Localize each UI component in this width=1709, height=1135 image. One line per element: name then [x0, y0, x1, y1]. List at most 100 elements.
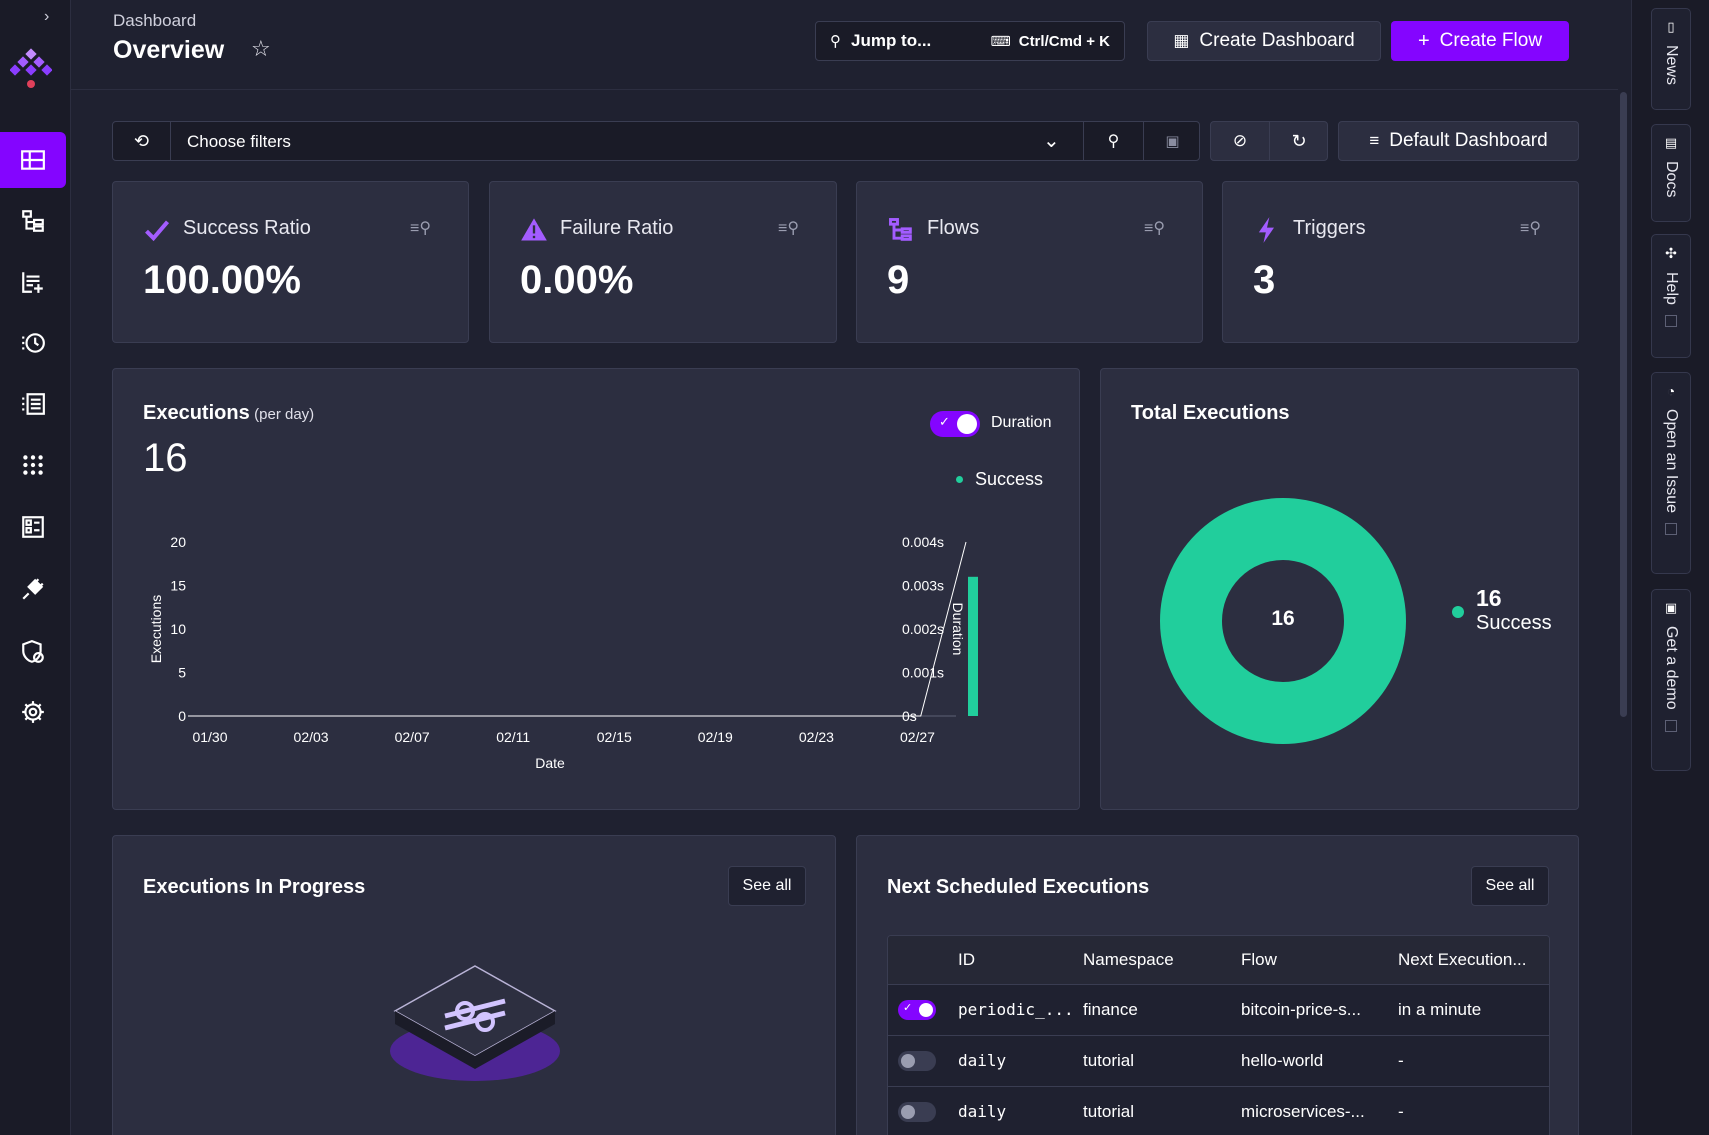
sidebar-item-dashboard[interactable]: [0, 132, 66, 188]
dashboard-add-icon: ▦: [1173, 31, 1190, 50]
auto-refresh-off-icon[interactable]: ⊘: [1211, 122, 1270, 160]
flows-icon: [889, 218, 912, 241]
chart-title: Executions: [143, 402, 250, 424]
create-dashboard-label: Create Dashboard: [1199, 30, 1355, 51]
default-dashboard-button[interactable]: ≡ Default Dashboard: [1338, 121, 1579, 161]
legend-dot: [956, 476, 963, 483]
list-add-icon: [22, 272, 43, 293]
external-link-icon: [1665, 523, 1677, 536]
scrollbar[interactable]: [1620, 92, 1627, 717]
bar-success: [968, 576, 978, 716]
y2-axis-title: Duration: [950, 603, 966, 656]
table-row[interactable]: daily tutorial microservices-... -: [888, 1086, 1549, 1135]
create-flow-button[interactable]: + Create Flow: [1391, 21, 1569, 61]
kpi-label: Success Ratio: [183, 217, 311, 239]
row-namespace[interactable]: tutorial: [1083, 1101, 1135, 1121]
toggle-knob: [901, 1053, 915, 1068]
x-tick-label: 02/03: [294, 729, 329, 745]
total-executions-card: Total Executions 16 16 Success: [1100, 368, 1579, 810]
x-tick-label: 02/15: [597, 729, 632, 745]
kpi-card-triggers: Triggers 3 ≡⚲: [1222, 181, 1579, 343]
rail-item-help[interactable]: ✣ Help: [1651, 234, 1691, 358]
rail-item-get-demo[interactable]: ▣ Get a demo: [1651, 589, 1691, 771]
filter-list-icon[interactable]: ≡⚲: [410, 220, 432, 237]
filter-list-icon[interactable]: ≡⚲: [1520, 220, 1542, 237]
demo-icon: ▣: [1664, 600, 1678, 615]
sidebar-item-namespaces[interactable]: [0, 437, 66, 493]
save-filter-button[interactable]: ▣: [1143, 122, 1201, 160]
trigger-toggle-off[interactable]: [898, 1050, 936, 1071]
app-logo[interactable]: [10, 48, 52, 90]
chart-heading: Executions (per day): [143, 402, 314, 425]
jump-to-search[interactable]: ⚲ Jump to... ⌨ Ctrl/Cmd + K: [815, 21, 1125, 61]
scheduled-title: Next Scheduled Executions: [887, 876, 1150, 898]
donut-chart: [1160, 498, 1406, 744]
table-row[interactable]: ✓ periodic_... finance bitcoin-price-s..…: [888, 984, 1549, 1035]
rail-item-docs[interactable]: ▤ Docs: [1651, 124, 1691, 222]
x-tick-label: 02/27: [900, 729, 935, 745]
left-sidebar: ›: [0, 0, 71, 1135]
column-header-flow[interactable]: Flow: [1241, 949, 1277, 969]
table-header-row: ID Namespace Flow Next Execution...: [888, 936, 1549, 984]
row-next-execution: in a minute: [1398, 999, 1482, 1019]
donut-ring-success[interactable]: [1160, 498, 1406, 744]
row-id: periodic_...: [958, 1000, 1074, 1019]
row-namespace[interactable]: finance: [1083, 999, 1138, 1019]
sidebar-item-templates[interactable]: [0, 254, 66, 310]
y2-tick-label: 0.001s: [902, 665, 944, 681]
news-icon: ▯: [1667, 19, 1675, 34]
rail-item-open-issue[interactable]: ◔ Open an Issue: [1651, 372, 1691, 574]
create-dashboard-button[interactable]: ▦ Create Dashboard: [1147, 21, 1381, 61]
filter-input[interactable]: Choose filters: [187, 132, 291, 151]
see-all-button[interactable]: See all: [728, 866, 806, 906]
kpi-label: Failure Ratio: [560, 217, 674, 239]
column-header-namespace[interactable]: Namespace: [1083, 949, 1174, 969]
rail-item-news[interactable]: ▯ News: [1651, 8, 1691, 110]
history-filter-icon[interactable]: ⟲: [113, 122, 171, 160]
refresh-icon[interactable]: ↻: [1291, 130, 1307, 151]
see-all-button[interactable]: See all: [1471, 866, 1549, 906]
row-namespace[interactable]: tutorial: [1083, 1050, 1135, 1070]
kpi-card-success-ratio: Success Ratio 100.00% ≡⚲: [112, 181, 469, 343]
trigger-toggle-on[interactable]: ✓: [898, 999, 936, 1020]
row-flow[interactable]: hello-world: [1241, 1050, 1324, 1070]
rail-label: News: [1663, 45, 1680, 86]
plus-icon: +: [1417, 29, 1430, 52]
expand-sidebar-icon[interactable]: ›: [44, 8, 50, 25]
sidebar-item-executions[interactable]: [0, 315, 66, 371]
row-flow[interactable]: bitcoin-price-s...: [1241, 999, 1361, 1019]
search-button[interactable]: ⚲: [1083, 122, 1143, 160]
row-flow[interactable]: microservices-...: [1241, 1101, 1365, 1121]
sidebar-item-plugins[interactable]: [0, 561, 66, 617]
search-icon: ⚲: [830, 33, 841, 50]
next-scheduled-card: Next Scheduled Executions See all ID Nam…: [856, 835, 1579, 1135]
jump-shortcut: Ctrl/Cmd + K: [1018, 32, 1110, 50]
y2-tick-label: 0.004s: [902, 534, 944, 550]
x-tick-label: 02/23: [799, 729, 834, 745]
column-header-next-execution[interactable]: Next Execution...: [1398, 949, 1527, 969]
breadcrumb[interactable]: Dashboard: [113, 11, 197, 30]
sidebar-item-settings[interactable]: [0, 684, 66, 740]
empty-state-illustration: [390, 965, 560, 1081]
filter-list-icon[interactable]: ≡⚲: [1144, 220, 1166, 237]
legend-success[interactable]: Success: [956, 469, 1043, 490]
default-dashboard-label: Default Dashboard: [1389, 130, 1548, 151]
sidebar-item-kv-store[interactable]: [0, 499, 66, 555]
row-id: daily: [958, 1102, 1007, 1122]
trigger-toggle-off[interactable]: [898, 1101, 936, 1122]
filter-list-icon[interactable]: ≡⚲: [778, 220, 800, 237]
duration-toggle[interactable]: ✓: [930, 411, 980, 437]
x-tick-label: 02/19: [698, 729, 733, 745]
table-row[interactable]: daily tutorial hello-world -: [888, 1035, 1549, 1086]
legend-label: Success: [975, 469, 1044, 489]
column-header-id[interactable]: ID: [958, 949, 975, 969]
sidebar-item-tenant[interactable]: [0, 624, 66, 680]
chevron-down-icon[interactable]: ⌄: [1043, 130, 1060, 152]
star-icon[interactable]: ☆: [251, 36, 271, 61]
docs-icon: ▤: [1664, 135, 1678, 150]
warning-icon: [521, 218, 547, 241]
sidebar-item-logs[interactable]: [0, 376, 66, 432]
sidebar-item-flows[interactable]: [0, 193, 66, 249]
shield-user-icon: [22, 640, 44, 663]
